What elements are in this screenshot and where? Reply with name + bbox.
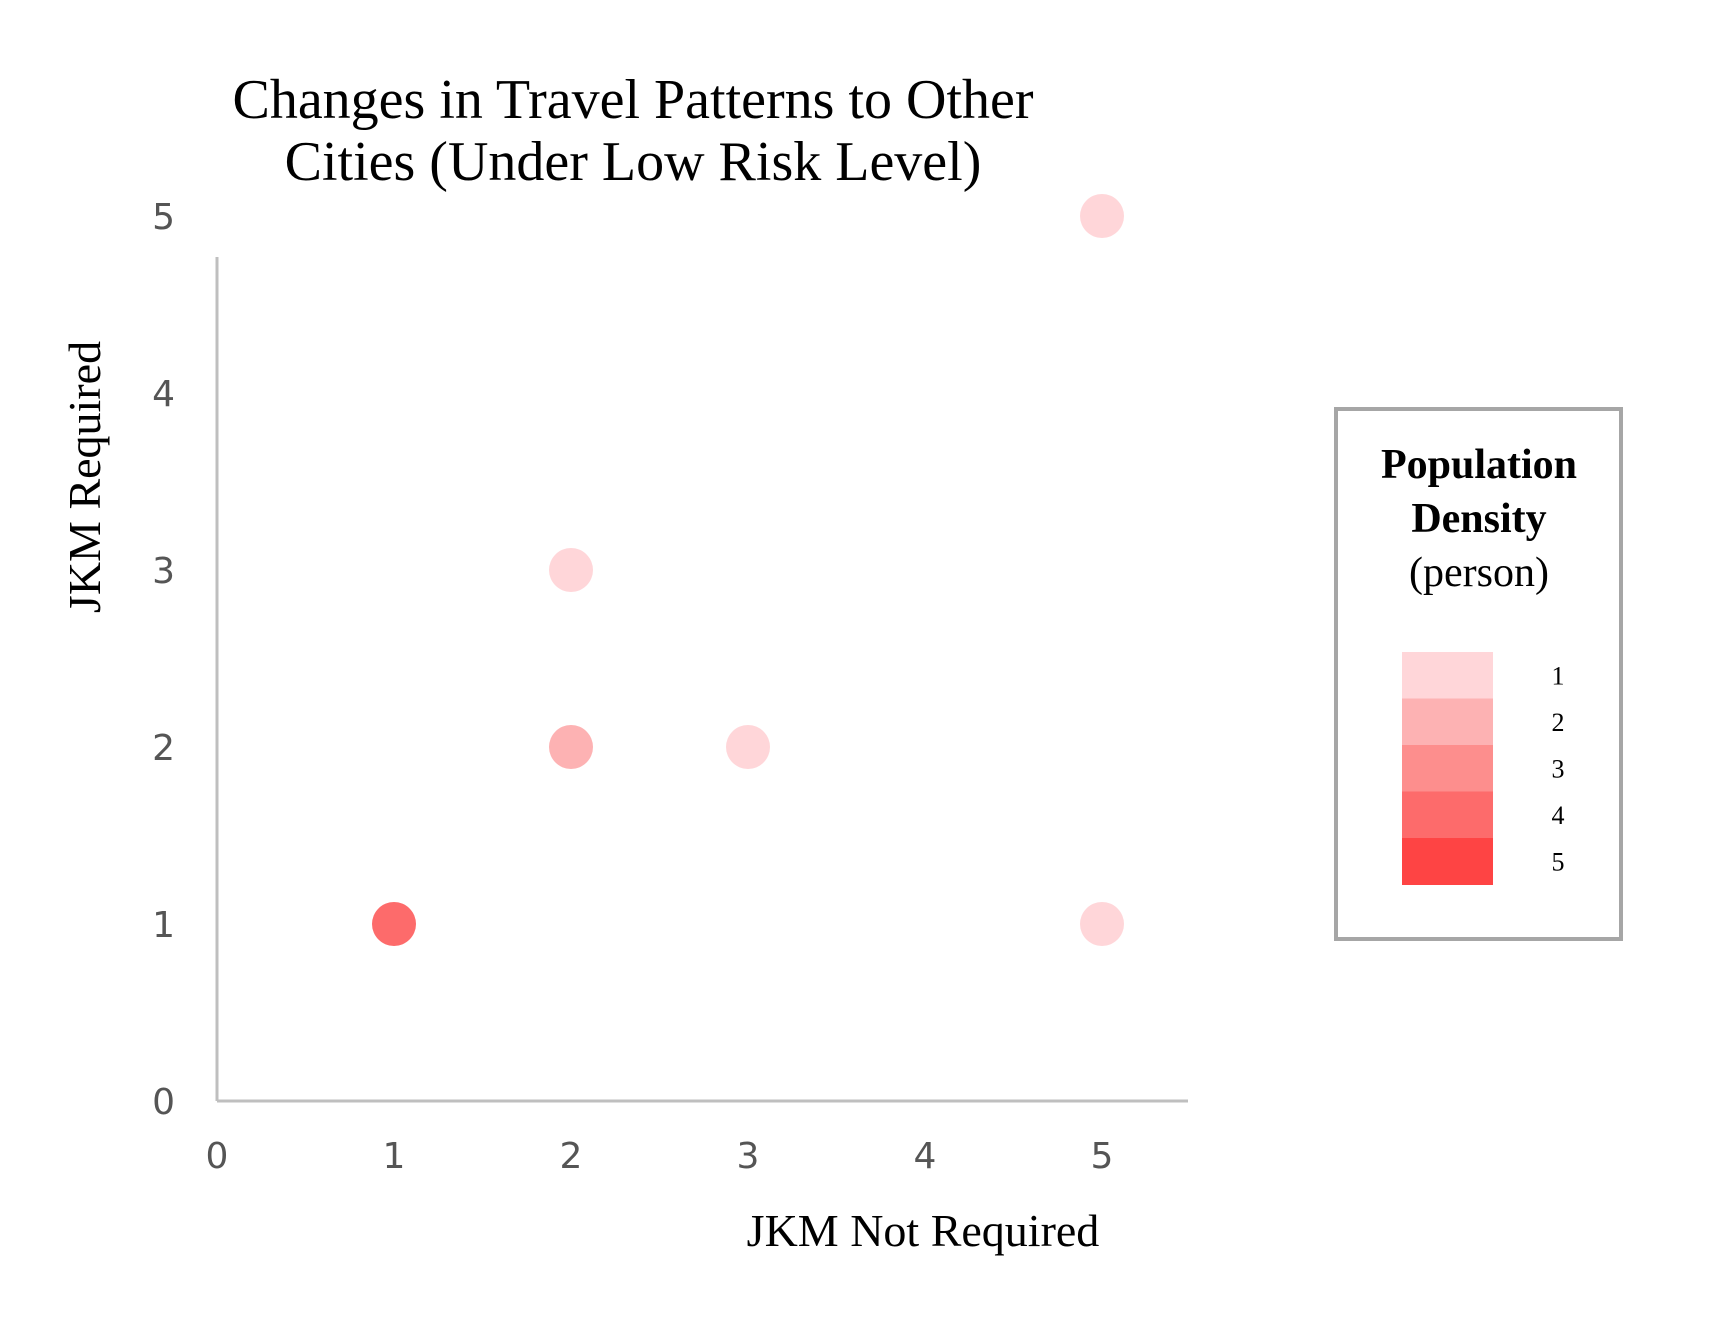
x-tick-label: 2 xyxy=(560,1136,583,1177)
y-tick-label: 2 xyxy=(152,728,175,769)
data-point xyxy=(1080,194,1124,238)
legend-swatch xyxy=(1402,838,1493,885)
chart-title-line-2: Cities (Under Low Risk Level) xyxy=(285,131,982,193)
legend-swatch-label: 2 xyxy=(1552,708,1565,737)
y-tick-label: 1 xyxy=(152,905,175,946)
chart-title-line-1: Changes in Travel Patterns to Other xyxy=(232,69,1033,131)
legend-swatch-label: 5 xyxy=(1552,847,1565,876)
legend-swatch-label: 4 xyxy=(1552,801,1565,830)
chart-title: Changes in Travel Patterns to Other Citi… xyxy=(232,69,1033,193)
legend: Population Density (person) 1 2 3 4 5 xyxy=(1334,407,1623,941)
x-tick-labels: 0 1 2 3 4 5 xyxy=(206,1136,1114,1177)
y-tick-label: 4 xyxy=(152,374,175,415)
y-tick-label: 0 xyxy=(152,1082,175,1123)
y-tick-labels: 0 1 2 3 4 5 xyxy=(152,197,175,1123)
y-tick-label: 3 xyxy=(152,551,175,592)
data-points xyxy=(372,194,1124,946)
legend-swatch xyxy=(1402,791,1493,839)
data-point xyxy=(549,548,593,592)
y-axis-title: JKM Required xyxy=(59,341,110,613)
y-tick-label: 5 xyxy=(152,197,175,238)
legend-unit: (person) xyxy=(1409,550,1549,596)
legend-swatch xyxy=(1402,652,1493,699)
plot-area: 0 1 2 3 4 5 0 1 2 3 4 5 xyxy=(152,194,1188,1177)
data-point xyxy=(726,725,770,769)
x-tick-label: 3 xyxy=(737,1136,760,1177)
legend-swatches: 1 2 3 4 5 xyxy=(1402,652,1565,885)
legend-swatch-label: 3 xyxy=(1552,754,1565,783)
x-axis-title: JKM Not Required xyxy=(747,1205,1100,1256)
data-point xyxy=(549,725,593,769)
x-tick-label: 5 xyxy=(1091,1136,1114,1177)
legend-title-line-2: Density xyxy=(1411,496,1546,542)
data-point xyxy=(1080,902,1124,946)
legend-swatch xyxy=(1402,745,1493,792)
legend-title-line-1: Population xyxy=(1381,442,1577,488)
legend-swatch-label: 1 xyxy=(1552,661,1565,690)
x-tick-label: 0 xyxy=(206,1136,229,1177)
x-tick-label: 4 xyxy=(914,1136,937,1177)
data-point xyxy=(372,902,416,946)
x-tick-label: 1 xyxy=(383,1136,406,1177)
legend-swatch xyxy=(1402,698,1493,746)
